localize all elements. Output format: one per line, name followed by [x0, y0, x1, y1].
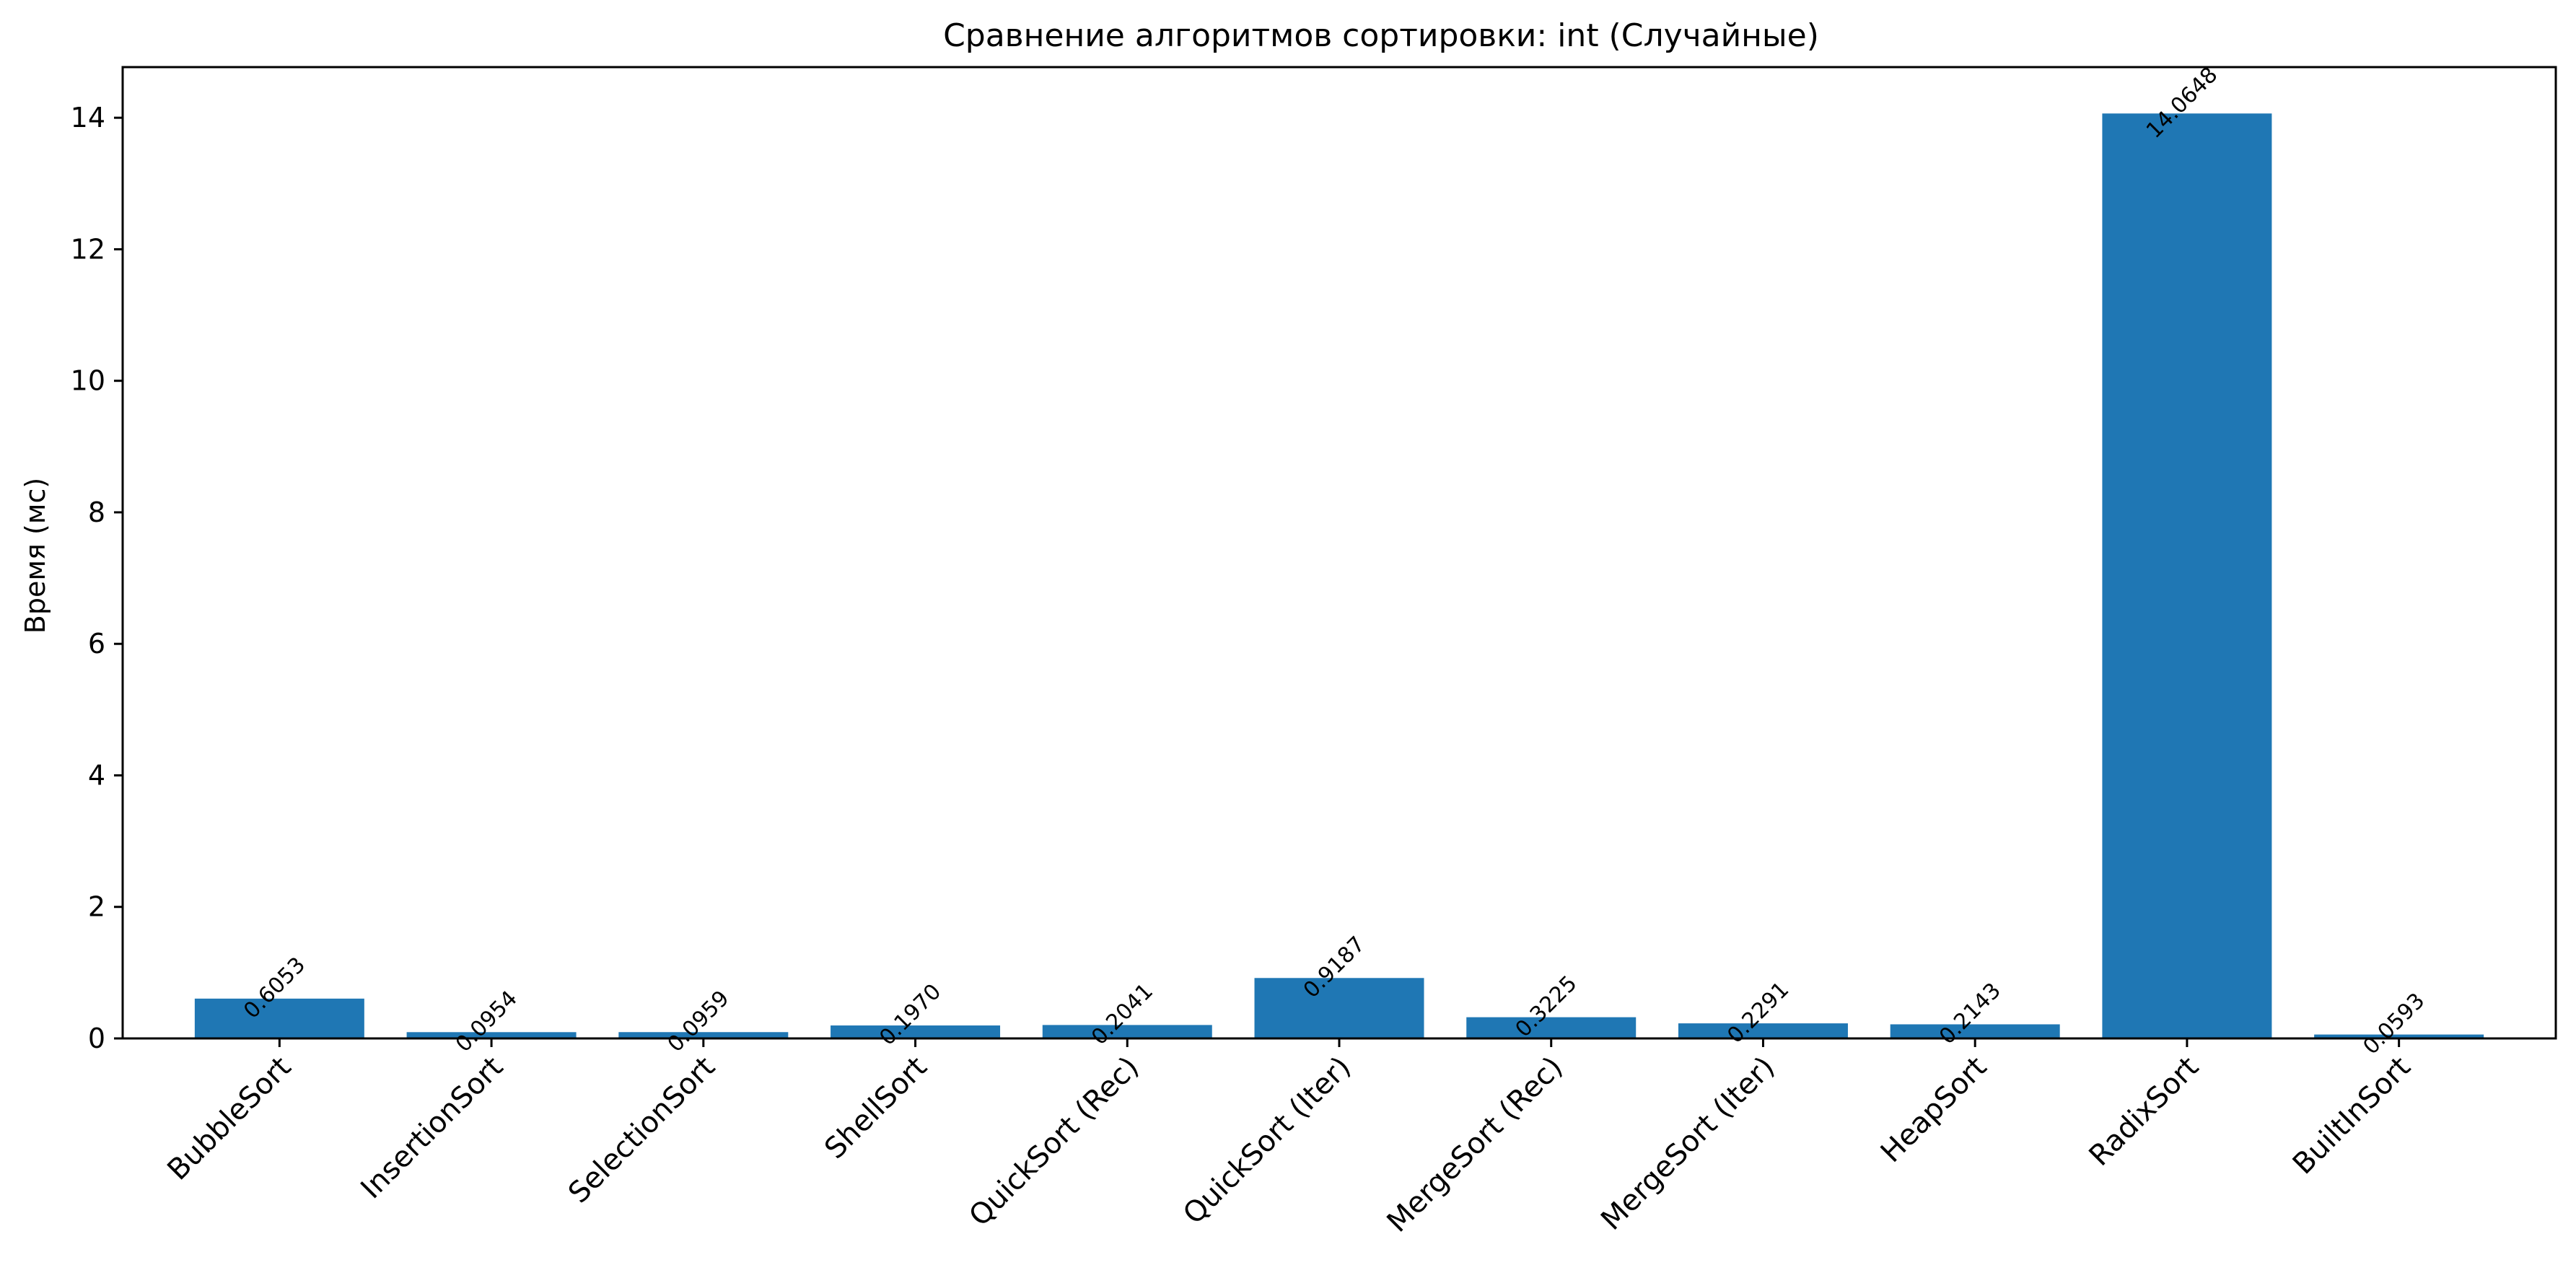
bar — [194, 998, 364, 1038]
x-tick-label: InsertionSort — [354, 1051, 509, 1206]
x-tick-label: BuiltInSort — [2287, 1051, 2417, 1181]
chart-title: Сравнение алгоритмов сортировки: int (Сл… — [943, 17, 1819, 54]
x-tick-label: QuickSort (Iter) — [1177, 1051, 1357, 1231]
bar-value-label: 0.0954 — [451, 986, 522, 1057]
y-tick-label: 0 — [88, 1023, 105, 1054]
bar-value-label: 0.0959 — [663, 986, 735, 1057]
bar — [1254, 978, 1424, 1038]
x-tick-label: SelectionSort — [562, 1051, 722, 1210]
x-axis: BubbleSort InsertionSort SelectionSort Shel… — [161, 1038, 2417, 1239]
value-labels-group: 0.6053 0.0954 0.0959 0.1970 0.20410.91870.32… — [239, 62, 2430, 1059]
x-tick-label: MergeSort (Rec) — [1381, 1051, 1569, 1239]
y-tick-label: 10 — [71, 365, 105, 397]
y-tick-label: 14 — [71, 102, 105, 134]
x-tick-label: MergeSort (Iter) — [1595, 1051, 1781, 1237]
bar — [1466, 1017, 1637, 1038]
y-axis: 0 2 4 6 8 10 12 14 — [71, 102, 123, 1054]
x-tick-label: HeapSort — [1875, 1051, 1993, 1169]
bar — [1042, 1025, 1212, 1038]
x-tick-label: ShellSort — [818, 1051, 934, 1166]
x-tick-label: RadixSort — [2083, 1051, 2205, 1173]
y-tick-label: 8 — [88, 496, 105, 528]
y-tick-label: 4 — [88, 759, 105, 791]
x-tick-label: BubbleSort — [161, 1051, 297, 1187]
x-tick-label: QuickSort (Rec) — [963, 1051, 1145, 1233]
y-tick-label: 2 — [88, 891, 105, 923]
bar — [406, 1032, 577, 1038]
bar — [618, 1032, 789, 1038]
bar — [1890, 1024, 2060, 1038]
bar — [1678, 1023, 1848, 1038]
plot-frame — [121, 66, 2557, 1040]
bar-value-label: 0.0593 — [2358, 988, 2430, 1059]
bar — [831, 1025, 1001, 1038]
bars-group — [194, 113, 2484, 1038]
y-tick-label: 12 — [71, 233, 105, 265]
bar — [2314, 1034, 2484, 1038]
y-axis-label: Время (мс) — [19, 478, 51, 634]
bar-value-label: 0.1970 — [875, 979, 946, 1051]
y-tick-label: 6 — [88, 628, 105, 660]
bar — [2102, 113, 2272, 1038]
